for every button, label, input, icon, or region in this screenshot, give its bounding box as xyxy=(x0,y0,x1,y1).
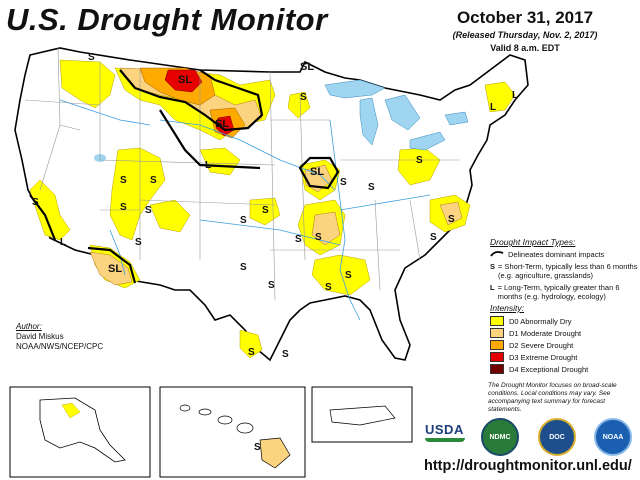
label-s-mi: S xyxy=(416,155,423,166)
label-s-tx4: S xyxy=(282,349,289,360)
d3-label: D3 Extreme Drought xyxy=(509,352,578,362)
label-s-mo: S xyxy=(315,232,322,243)
short-term-text: = Short-Term, typically less than 6 mont… xyxy=(498,262,638,280)
map-impact-labels: SL SL SL SL SL S S S S S S S S S S S S S… xyxy=(32,52,518,360)
label-l-me: L xyxy=(512,90,518,101)
label-sl-montana: SL xyxy=(178,74,192,86)
label-s-ks: S xyxy=(240,215,247,226)
delineates-text: Delineates dominant impacts xyxy=(508,250,605,259)
author-name: David Miskus xyxy=(16,332,64,341)
label-s-co: S xyxy=(145,205,152,216)
label-s-nc: S xyxy=(448,214,455,225)
d4-swatch xyxy=(490,364,504,374)
impact-delineates: Delineates dominant impacts xyxy=(490,250,638,259)
label-l-ca: L xyxy=(60,237,66,248)
label-s-la: S xyxy=(325,282,332,293)
hawaii-islands xyxy=(179,404,291,469)
label-sl-arizona: SL xyxy=(108,263,122,275)
author-org: NOAA/NWS/NCEP/CPC xyxy=(16,342,104,351)
d1-swatch xyxy=(490,328,504,338)
impact-lines xyxy=(29,69,340,284)
release-note: (Released Thursday, Nov. 2, 2017) xyxy=(452,30,598,40)
puerto-rico-shape xyxy=(329,405,396,426)
label-s-tx2: S xyxy=(268,280,275,291)
intensity-d1: D1 Moderate Drought xyxy=(490,328,638,338)
valid-time: Valid 8 a.m. EDT xyxy=(490,43,560,53)
noaa-logo: NOAA xyxy=(594,418,632,456)
label-s-ut: S xyxy=(120,202,127,213)
label-s-id: S xyxy=(120,175,127,186)
d3-swatch xyxy=(490,352,504,362)
label-s-wa: S xyxy=(88,52,95,63)
label-s-in: S xyxy=(368,182,375,193)
short-term-code: S xyxy=(490,262,496,271)
label-l-ne: L xyxy=(205,160,211,171)
label-s-sc: S xyxy=(430,232,437,243)
noaa-logo-text: NOAA xyxy=(602,433,624,441)
label-s-wy: S xyxy=(150,175,157,186)
great-lakes xyxy=(324,79,469,151)
d4-label: D4 Exceptional Drought xyxy=(509,364,589,374)
label-s-il: S xyxy=(340,177,347,188)
label-s-hawaii: S xyxy=(254,442,261,453)
hawaii-inset xyxy=(159,386,306,478)
impact-long-term: L = Long-Term, typically greater than 6 … xyxy=(490,283,638,301)
impact-line-icon xyxy=(490,251,504,257)
author-block: Author: David Miskus NOAA/NWS/NCEP/CPC xyxy=(16,322,103,352)
d0-label: D0 Abnormally Dry xyxy=(509,316,572,326)
d3-areas xyxy=(164,69,235,137)
intensity-d4: D4 Exceptional Drought xyxy=(490,364,638,374)
intensity-d2: D2 Severe Drought xyxy=(490,340,638,350)
label-s-or: S xyxy=(32,197,39,208)
impact-short-term: S = Short-Term, typically less than 6 mo… xyxy=(490,262,638,280)
website-link[interactable]: http://droughtmonitor.unl.edu/ xyxy=(424,458,632,474)
map-date: October 31, 2017 xyxy=(456,8,594,27)
ndmc-logo: NDMC xyxy=(481,418,519,456)
d0-swatch xyxy=(490,316,504,326)
label-s-wi: S xyxy=(300,92,307,103)
d2-label: D2 Severe Drought xyxy=(509,340,574,350)
label-s-nm: S xyxy=(135,237,142,248)
alaska-shape xyxy=(39,397,126,463)
label-s-tx3: S xyxy=(248,347,255,358)
usda-logo-text: USDA xyxy=(425,422,464,437)
disclaimer-note: The Drought Monitor focuses on broad-sca… xyxy=(488,382,617,413)
label-s-tx: S xyxy=(240,262,247,273)
rivers xyxy=(59,99,431,321)
long-term-text: = Long-Term, typically greater than 6 mo… xyxy=(497,283,620,301)
intensity-d0: D0 Abnormally Dry xyxy=(490,316,638,326)
legend: Drought Impact Types: Delineates dominan… xyxy=(490,238,638,376)
label-s-ms: S xyxy=(345,270,352,281)
label-s-ar: S xyxy=(295,234,302,245)
long-term-code: L xyxy=(490,283,495,292)
label-sl-maine: SL xyxy=(300,61,314,73)
label-l-nh: L xyxy=(490,102,496,113)
d2-swatch xyxy=(490,340,504,350)
intensity-header: Intensity: xyxy=(490,303,525,313)
label-sl-dakota: SL xyxy=(215,118,229,130)
label-s-ok: S xyxy=(262,205,269,216)
author-header: Author: xyxy=(16,322,42,331)
impact-types-header: Drought Impact Types: xyxy=(490,237,576,247)
commerce-logo: DOC xyxy=(538,418,576,456)
intensity-d3: D3 Extreme Drought xyxy=(490,352,638,362)
usda-logo: USDA xyxy=(425,422,465,442)
ndmc-logo-text: NDMC xyxy=(489,433,511,441)
map-title: U.S. Drought Monitor xyxy=(6,2,328,37)
label-sl-iowa: SL xyxy=(310,166,324,178)
commerce-logo-text: DOC xyxy=(549,433,565,441)
state-lines xyxy=(24,47,460,301)
d1-label: D1 Moderate Drought xyxy=(509,328,582,338)
